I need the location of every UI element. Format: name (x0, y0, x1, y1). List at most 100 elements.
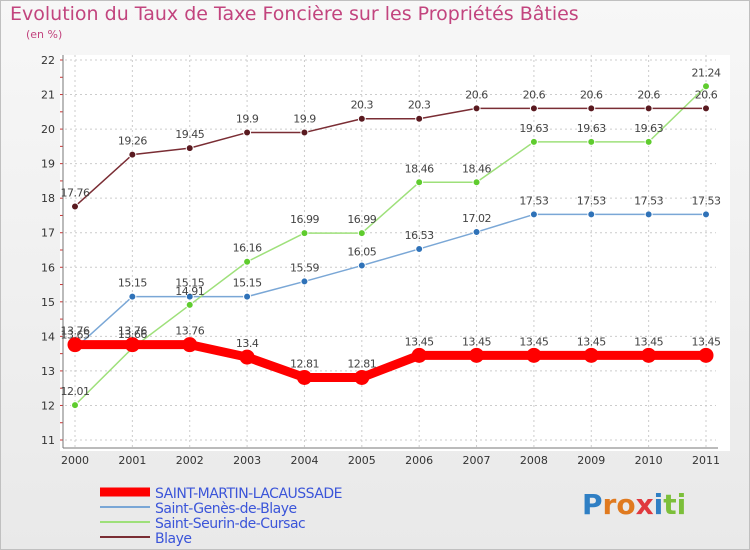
data-point (67, 337, 83, 353)
data-label: 15.15 (175, 277, 204, 290)
y-tick-label: 21 (41, 89, 55, 102)
data-point (243, 128, 252, 137)
data-point (185, 144, 194, 153)
x-tick-label: 2002 (176, 454, 204, 467)
data-point (185, 292, 194, 301)
legend-label: Saint-Seurin-de-Cursac (155, 516, 305, 532)
y-tick-label: 20 (41, 123, 55, 136)
data-label: 12.81 (290, 357, 319, 370)
data-label: 14.91 (175, 285, 204, 298)
data-label: 13.45 (692, 335, 721, 348)
data-point (300, 229, 309, 238)
data-label: 20.6 (695, 88, 718, 101)
data-point (702, 82, 710, 91)
data-label: 19.9 (236, 113, 259, 126)
data-label: 20.3 (351, 99, 374, 112)
data-point (357, 229, 366, 238)
y-tick-label: 15 (41, 296, 55, 309)
data-point (641, 347, 657, 363)
data-label: 13.65 (61, 328, 90, 341)
data-point (529, 210, 538, 219)
data-point (529, 137, 538, 146)
legend-label: SAINT-MARTIN-LACAUSSADE (155, 486, 342, 502)
data-label: 21.24 (692, 66, 721, 79)
data-label: 12.81 (347, 357, 376, 370)
data-point (71, 401, 79, 410)
data-point (243, 292, 252, 301)
data-point (357, 261, 366, 270)
data-label: 13.45 (577, 335, 606, 348)
data-point (529, 104, 538, 113)
proxiti-logo: Proxiti (582, 488, 686, 521)
data-label: 13.76 (175, 325, 204, 338)
data-point (526, 347, 542, 363)
data-point (300, 128, 309, 137)
logo-letter: o (616, 488, 636, 521)
data-point (239, 349, 255, 365)
data-label: 13.4 (236, 337, 259, 350)
x-tick-label: 2005 (348, 454, 376, 467)
data-label: 19.9 (293, 113, 316, 126)
data-label: 18.46 (462, 162, 491, 175)
x-tick-label: 2006 (405, 454, 433, 467)
data-label: 20.6 (637, 88, 660, 101)
legend-label: Saint-Genès-de-Blaye (155, 501, 297, 517)
data-point (472, 178, 481, 187)
y-tick-label: 12 (41, 399, 55, 412)
logo-letter: i (676, 488, 687, 521)
data-label: 17.76 (61, 186, 90, 199)
legend-label: Blaye (155, 531, 191, 547)
data-label: 19.63 (634, 122, 663, 135)
y-tick-label: 16 (41, 261, 55, 274)
y-tick-label: 11 (41, 434, 55, 447)
x-tick-label: 2008 (520, 454, 548, 467)
data-label: 18.46 (405, 162, 434, 175)
x-tick-label: 2011 (692, 454, 720, 467)
data-point (243, 257, 252, 266)
data-point (354, 369, 370, 385)
data-point (644, 104, 653, 113)
data-label: 13.45 (405, 335, 434, 348)
data-label: 16.99 (347, 213, 376, 226)
data-point (415, 244, 424, 253)
y-tick-label: 19 (41, 158, 55, 171)
data-label: 15.59 (290, 261, 319, 274)
data-point (587, 137, 596, 146)
data-point (472, 104, 481, 113)
logo-letter: P (582, 488, 603, 521)
data-point (587, 210, 596, 219)
data-label: 13.45 (462, 335, 491, 348)
data-point (300, 277, 309, 286)
series-line (74, 107, 706, 208)
data-label: 17.53 (692, 194, 721, 207)
data-point (583, 347, 599, 363)
data-point (702, 210, 710, 219)
y-tick-label: 22 (41, 54, 55, 67)
x-tick-label: 2009 (577, 454, 605, 467)
data-label: 17.02 (462, 212, 491, 225)
logo-letter: x (635, 488, 654, 521)
data-label: 13.76 (61, 325, 90, 338)
series-line (74, 85, 707, 406)
data-point (702, 104, 710, 113)
x-tick-label: 2007 (463, 454, 491, 467)
data-label: 17.53 (519, 194, 548, 207)
plot-area (60, 55, 730, 451)
data-label: 20.6 (523, 88, 546, 101)
data-label: 16.53 (405, 229, 434, 242)
x-tick-label: 2003 (233, 454, 261, 467)
data-point (128, 150, 137, 159)
data-point (124, 337, 140, 353)
data-label: 16.05 (347, 246, 376, 259)
data-label: 16.16 (233, 242, 262, 255)
logo-letter: i (653, 488, 664, 521)
data-label: 15.15 (118, 277, 147, 290)
data-point (415, 178, 424, 187)
data-point (469, 347, 485, 363)
chart-subtitle: (en %) (26, 28, 63, 41)
y-tick-label: 17 (41, 227, 55, 240)
data-point (472, 228, 481, 237)
data-label: 13.76 (118, 325, 147, 338)
data-label: 12.01 (61, 385, 90, 398)
